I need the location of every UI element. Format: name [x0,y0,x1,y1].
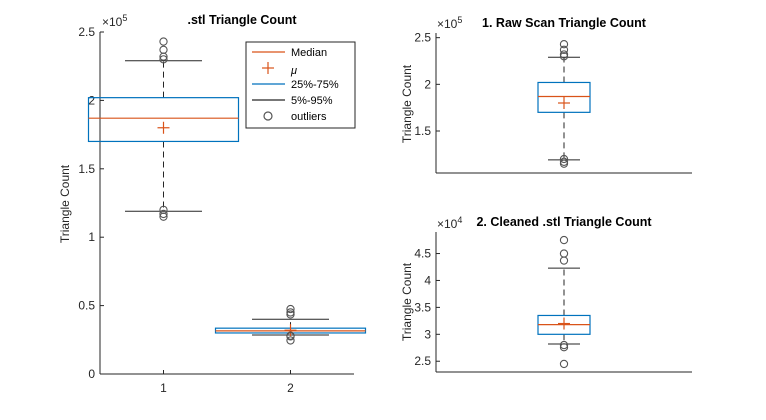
legend-box-label: 25%-75% [291,79,339,91]
bottom-right-ytick-label: 4 [424,273,431,287]
bottom-right-outlier-point [559,340,569,350]
top-right-ylabel: Triangle Count [400,64,414,143]
left-ytick-label: 1 [88,230,95,244]
bottom-right-outlier-point [559,256,569,265]
top-right-outlier-point [559,159,569,168]
left-ylabel: Triangle Count [58,164,72,243]
top-right-ytick-label: 2.5 [414,31,431,45]
top-right-outlier-point [559,45,569,54]
bottom-right-outlier-point [559,343,569,352]
left-outlier-point [286,310,295,319]
top-right-y-ticks: 1.5 2 2.5 [414,31,440,138]
left-ytick-label: 1.5 [78,162,95,176]
bottom-right-outlier-point [559,359,569,369]
left-xtick-label: 1 [160,381,167,395]
legend-whisker-label: 5%-95% [291,95,333,107]
axes-top-right: 1. Raw Scan Triangle Count ×105 Triangle… [400,15,692,174]
left-outlier-point [159,37,168,46]
bottom-right-ylabel: Triangle Count [400,262,414,341]
bottom-right-y-ticks: 2.5 3 3.5 4 4.5 [414,247,440,368]
top-right-plot-area [537,40,591,168]
left-exponent-base: ×10 [102,15,123,29]
left-title: .stl Triangle Count [187,13,297,27]
left-outlier-point [159,52,168,61]
legend-outlier-label: outliers [291,111,327,123]
left-outlier-point [159,212,168,221]
legend-mean-label: μ [290,65,297,77]
top-right-ytick-label: 1.5 [414,124,431,138]
bottom-right-exponent-base: ×10 [437,217,458,231]
top-right-iqr-box [537,81,591,113]
left-iqr-box [87,97,240,143]
left-ytick-label: 2 [88,93,95,107]
left-exponent: ×105 [102,13,127,29]
left-ytick-label: 2.5 [78,25,95,39]
bottom-right-plot-area [537,235,591,369]
left-ytick-label: 0 [88,367,95,381]
bottom-right-exponent: ×104 [437,215,462,231]
legend-median-label: Median [291,47,327,59]
axes-bottom-right: 2. Cleaned .stl Triangle Count ×104 Tria… [400,215,692,373]
top-right-outlier-point [559,40,569,49]
bottom-right-exponent-power: 4 [457,215,462,225]
left-outlier-point [159,45,168,54]
axes-left: .stl Triangle Count ×105 Triangle Count … [58,13,367,395]
bottom-right-outlier-point [559,235,569,245]
bottom-right-ytick-label: 2.5 [414,354,431,368]
bottom-right-outlier-point [559,249,569,258]
left-outlier-point [159,55,168,64]
top-right-exponent-power: 5 [457,15,462,25]
top-right-exponent: ×105 [437,15,462,31]
left-plot-area [87,37,367,345]
top-right-ytick-label: 2 [424,77,431,91]
top-right-outlier-point [559,154,569,164]
bottom-right-title: 2. Cleaned .stl Triangle Count [476,215,652,229]
bottom-right-ytick-label: 4.5 [414,247,431,261]
bottom-right-ytick-label: 3 [424,327,431,341]
bottom-right-ytick-label: 3.5 [414,300,431,314]
left-y-ticks: 0 0.5 1 1.5 2 2.5 [78,25,104,381]
left-outlier-point [286,304,295,314]
top-right-title: 1. Raw Scan Triangle Count [482,16,647,30]
left-exponent-power: 5 [122,13,127,23]
top-right-outlier-point [559,52,569,61]
left-outlier-point [286,336,295,345]
left-outlier-point [159,209,168,219]
legend: Median μ 25%-75% 5%-95% outliers [245,41,356,129]
legend-outlier-swatch [263,111,273,121]
left-outlier-point [286,332,295,341]
top-right-exponent-base: ×10 [437,17,458,31]
left-ytick-label: 0.5 [78,299,95,313]
left-xtick-label: 2 [287,381,294,395]
